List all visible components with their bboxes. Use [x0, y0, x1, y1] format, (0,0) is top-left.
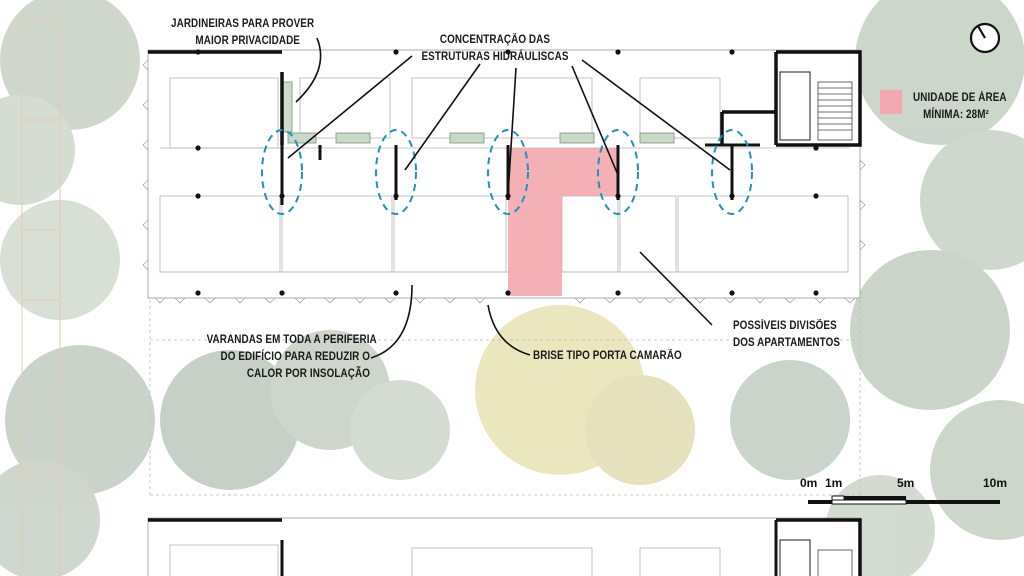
scale-label-5m: 5m — [897, 476, 915, 490]
annotation-verandas: VARANDAS EM TODA A PERIFERIA DO EDIFÍCIO… — [206, 332, 377, 383]
legend-line: MÍNIMA: 28M² — [923, 109, 989, 121]
annotation-line: CONCENTRAÇÃO DAS — [439, 34, 551, 46]
hydraulic-markers — [261, 129, 753, 215]
annotation-line: ESTRUTURAS HIDRÁULISCAS — [421, 51, 569, 63]
legend-line: UNIDADE DE ÁREA — [913, 92, 1007, 104]
annotation-line: BRISE TIPO PORTA CAMARÃO — [533, 350, 682, 362]
unit-area-highlight — [508, 148, 618, 296]
glazing-panels — [287, 132, 675, 144]
annotation-line: DO EDIFÍCIO PARA REDUZIR O — [220, 351, 370, 363]
brise-panels — [142, 59, 866, 304]
building-slab — [147, 49, 861, 299]
annotation-line: JARDINEIRAS PARA PROVER — [171, 18, 315, 30]
stair — [817, 81, 853, 141]
annotation-line: VARANDAS EM TODA A PERIFERIA — [206, 334, 377, 346]
annotation-hydraulics: CONCENTRAÇÃO DAS ESTRUTURAS HIDRÁULISCAS — [418, 32, 573, 66]
exterior-walls — [148, 50, 862, 147]
annotation-divisions: POSSÍVEIS DIVISÕES DOS APARTAMENTOS — [733, 318, 840, 352]
legend-swatch — [880, 90, 902, 114]
annotation-brise: BRISE TIPO PORTA CAMARÃO — [533, 348, 682, 365]
annotation-line: DOS APARTAMENTOS — [733, 337, 841, 349]
scale-bar — [808, 495, 1000, 505]
lower-building — [147, 517, 862, 576]
annotation-line: POSSÍVEIS DIVISÕES — [733, 320, 837, 332]
annotation-planters: JARDINEIRAS PARA PROVER MAIOR PRIVACIDAD… — [171, 16, 315, 50]
north-arrow-icon — [969, 22, 1001, 54]
adjacent-facade — [21, 19, 61, 576]
scale-label-0m: 0m — [800, 476, 818, 490]
leader-lines — [287, 37, 731, 359]
annotation-line: MAIOR PRIVACIDADE — [195, 35, 300, 47]
elevator — [779, 71, 811, 141]
scale-label-10m: 10m — [983, 476, 1008, 490]
annotation-line: CALOR POR INSOLAÇÃO — [246, 368, 370, 380]
legend-text: UNIDADE DE ÁREA MÍNIMA: 28M² — [913, 90, 1007, 124]
scale-label-1m: 1m — [825, 476, 843, 490]
